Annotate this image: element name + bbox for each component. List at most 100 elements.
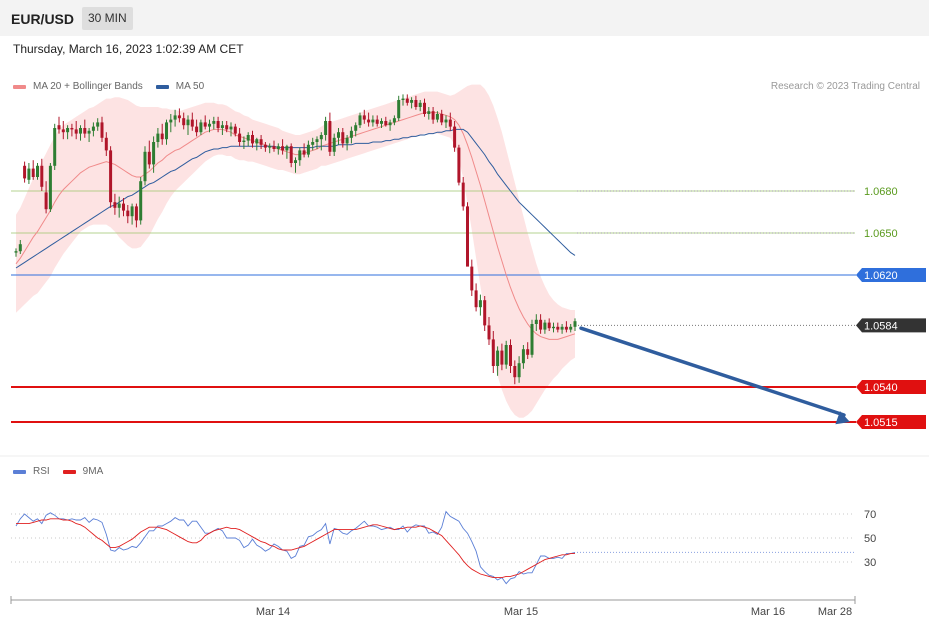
candle-body	[397, 100, 401, 119]
candle-body	[573, 321, 577, 327]
candle-body	[384, 121, 388, 126]
candle-body	[134, 206, 138, 221]
candle-body	[414, 100, 418, 107]
candle-body	[233, 126, 237, 134]
level-tag-2	[856, 268, 926, 282]
candle-body	[83, 128, 87, 134]
current-price-tag	[856, 318, 926, 333]
candle-body	[543, 322, 547, 330]
candle-body	[289, 146, 293, 163]
level-label-2: 1.0620	[864, 270, 898, 282]
candle-body	[173, 115, 177, 120]
candle-body	[70, 128, 74, 130]
candle-body	[40, 165, 44, 187]
candle-body	[496, 350, 500, 366]
candle-body	[569, 326, 573, 330]
candle-body	[126, 210, 130, 217]
candle-body	[242, 140, 246, 142]
candle-body	[203, 122, 207, 127]
ma50-line	[15, 128, 576, 269]
candle-body	[319, 135, 323, 140]
rsi-tick-2: 70	[864, 509, 876, 521]
candle-body	[418, 102, 422, 107]
legend-label-ma50: MA 50	[175, 81, 205, 92]
candle-body	[324, 121, 328, 135]
legend-label-9ma: 9MA	[82, 466, 104, 477]
candle-body	[87, 130, 91, 134]
candle-body	[345, 137, 349, 144]
candle-body	[530, 324, 534, 355]
candle-body	[375, 119, 379, 124]
legend-label-rsi: RSI	[33, 466, 50, 477]
candle-body	[276, 146, 280, 149]
candle-body	[405, 98, 409, 103]
candle-body	[302, 150, 306, 155]
candle-body	[238, 133, 242, 142]
candle-body	[483, 300, 487, 326]
candle-body	[539, 319, 543, 330]
candle-body	[534, 319, 538, 324]
candle-body	[61, 129, 65, 133]
candle-body	[272, 146, 276, 149]
candle-body	[100, 122, 104, 138]
candle-body	[552, 326, 555, 329]
candle-body	[521, 349, 525, 364]
candle-body	[53, 128, 57, 166]
candle-body	[147, 151, 151, 165]
rsi-ma-line	[16, 518, 575, 579]
candle-body	[341, 132, 345, 144]
legend-label-ma20: MA 20 + Bollinger Bands	[33, 81, 143, 92]
bollinger-band	[16, 84, 575, 418]
candle-body	[259, 139, 263, 145]
candle-body	[380, 121, 383, 124]
candle-body	[14, 251, 18, 253]
candle-body	[423, 102, 426, 114]
candle-body	[431, 111, 435, 120]
candle-body	[216, 121, 220, 128]
candle-body	[367, 119, 371, 123]
candle-body	[246, 135, 250, 141]
candle-body	[504, 345, 508, 365]
candle-body	[466, 206, 469, 267]
candle-body	[122, 203, 125, 211]
legend-swatch-rsi	[13, 469, 26, 474]
candle-body	[104, 137, 108, 151]
candle-body	[139, 181, 143, 221]
level-label-0: 1.0680	[864, 186, 898, 198]
candle-body	[113, 202, 117, 208]
candle-body	[306, 144, 310, 155]
candle-body	[435, 114, 439, 120]
candle-body	[281, 146, 285, 151]
top-bar: EUR/USD 30 MIN	[0, 0, 929, 36]
chart-datetime: Thursday, March 16, 2023 1:02:39 AM CET	[13, 42, 244, 56]
candle-body	[27, 168, 31, 180]
candle-body	[57, 125, 61, 130]
candle-body	[208, 123, 211, 127]
x-tick-label-0: Mar 14	[256, 606, 290, 618]
candle-body	[500, 350, 504, 365]
candle-body	[18, 244, 22, 252]
candle-body	[478, 300, 482, 308]
candle-body	[354, 125, 358, 131]
candle-body	[388, 122, 392, 126]
candle-body	[560, 326, 564, 330]
candle-body	[311, 142, 315, 145]
candle-body	[358, 115, 362, 126]
current-price-label: 1.0584	[864, 320, 898, 332]
candle-body	[229, 126, 233, 130]
candle-body	[160, 133, 164, 140]
candle-body	[195, 126, 199, 133]
candle-body	[526, 349, 530, 355]
candle-body	[444, 119, 448, 123]
level-tag-3	[856, 380, 926, 394]
candle-body	[251, 135, 254, 144]
candle-body	[48, 165, 52, 210]
timeframe-button[interactable]: 30 MIN	[82, 7, 133, 30]
candle-body	[285, 146, 289, 151]
candle-body	[74, 129, 78, 134]
candle-body	[448, 119, 452, 127]
candle-body	[263, 144, 267, 148]
candle-body	[165, 122, 168, 140]
candle-body	[371, 119, 375, 123]
